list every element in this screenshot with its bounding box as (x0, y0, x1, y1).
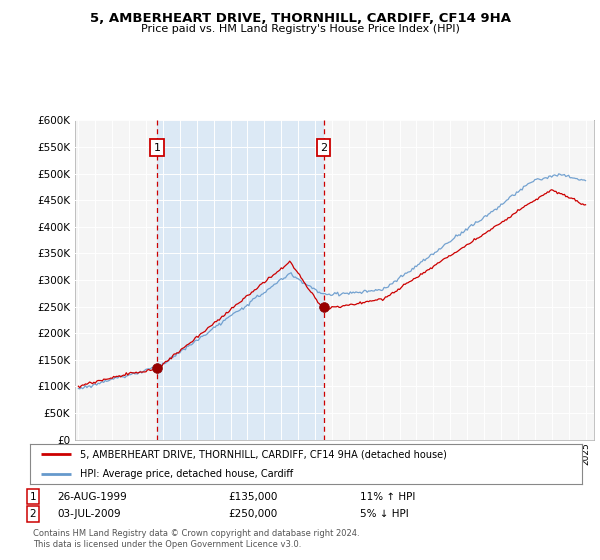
Text: 1: 1 (154, 143, 160, 152)
Bar (157, 120, 323, 440)
Text: £135,000: £135,000 (228, 492, 277, 502)
Text: 5% ↓ HPI: 5% ↓ HPI (360, 509, 409, 519)
Bar (157, 120, 323, 440)
Text: 03-JUL-2009: 03-JUL-2009 (57, 509, 121, 519)
Text: HPI: Average price, detached house, Cardiff: HPI: Average price, detached house, Card… (80, 469, 293, 479)
Text: £250,000: £250,000 (228, 509, 277, 519)
Text: 5, AMBERHEART DRIVE, THORNHILL, CARDIFF, CF14 9HA: 5, AMBERHEART DRIVE, THORNHILL, CARDIFF,… (89, 12, 511, 25)
Text: 2: 2 (320, 143, 327, 152)
Text: 5, AMBERHEART DRIVE, THORNHILL, CARDIFF, CF14 9HA (detached house): 5, AMBERHEART DRIVE, THORNHILL, CARDIFF,… (80, 449, 446, 459)
Text: Contains HM Land Registry data © Crown copyright and database right 2024.
This d: Contains HM Land Registry data © Crown c… (33, 529, 359, 549)
Text: 2: 2 (29, 509, 37, 519)
Text: Price paid vs. HM Land Registry's House Price Index (HPI): Price paid vs. HM Land Registry's House … (140, 24, 460, 34)
Text: 1: 1 (29, 492, 37, 502)
Text: 26-AUG-1999: 26-AUG-1999 (57, 492, 127, 502)
Text: 11% ↑ HPI: 11% ↑ HPI (360, 492, 415, 502)
